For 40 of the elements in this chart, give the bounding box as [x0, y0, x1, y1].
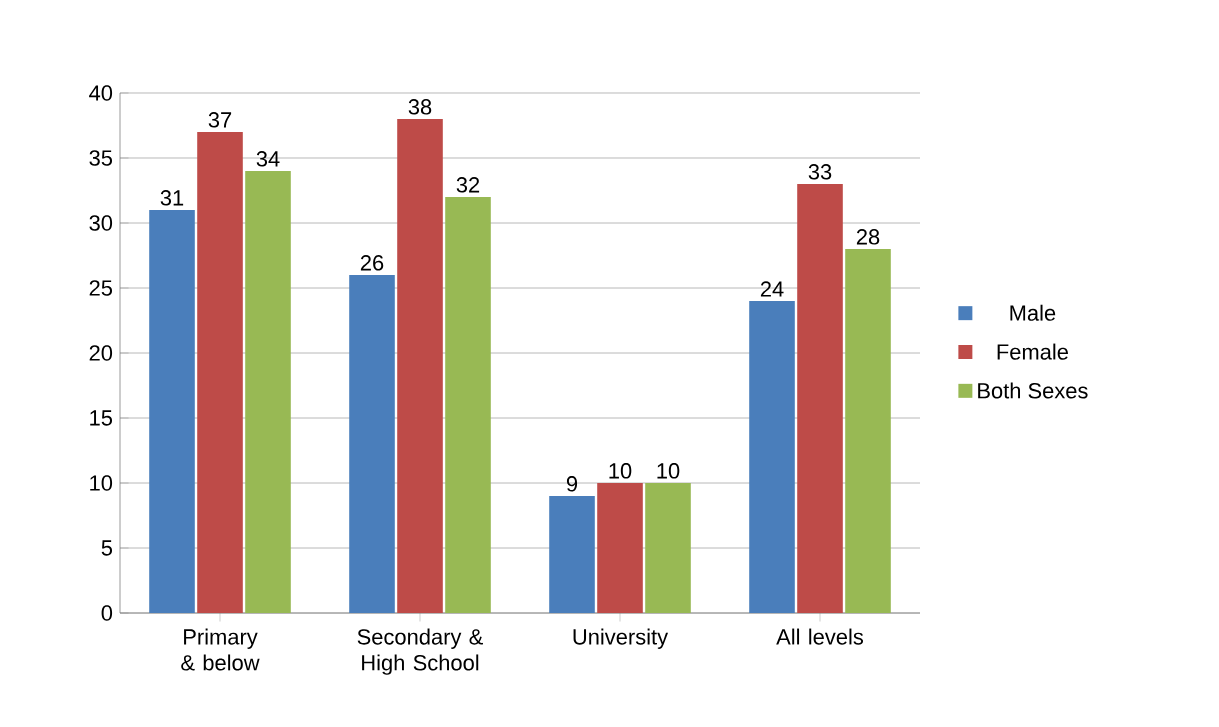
bar [149, 210, 195, 613]
bar [197, 131, 243, 613]
legend-label: Male [1010, 304, 1056, 321]
bar [845, 249, 891, 613]
data-label: 26 [360, 255, 384, 271]
bar [245, 170, 291, 613]
bar [397, 118, 443, 613]
y-tick-label: 10 [90, 475, 113, 491]
y-tick-label: 0 [101, 605, 113, 621]
x-tick-label: University [573, 628, 669, 649]
x-tick-label: Secondary & High School [357, 628, 483, 675]
data-label: 9 [566, 476, 578, 492]
data-label: 28 [856, 229, 880, 245]
data-label: 10 [657, 463, 680, 479]
bar [445, 196, 491, 613]
data-label: 37 [208, 112, 232, 128]
data-label: 38 [408, 99, 432, 115]
y-tick-label: 20 [89, 345, 113, 361]
y-tick-label: 25 [89, 280, 113, 296]
bar [645, 483, 691, 613]
y-tick-label: 15 [90, 410, 113, 426]
data-label: 33 [808, 164, 832, 180]
y-tick-label: 30 [89, 215, 113, 231]
bar [597, 483, 643, 613]
data-label: 32 [456, 177, 480, 193]
data-label: 31 [160, 190, 184, 206]
data-label: 10 [609, 463, 632, 479]
legend-label: Both Sexes [978, 382, 1088, 399]
bar [749, 301, 795, 613]
legend-label: Female [997, 343, 1068, 360]
y-tick-label: 40 [89, 85, 113, 101]
x-tick-label: All levels [776, 628, 864, 645]
x-tick-label: Primary & below [181, 628, 260, 671]
data-label: 24 [760, 281, 784, 297]
bar [549, 496, 595, 613]
y-tick-label: 35 [89, 150, 113, 166]
data-label: 34 [256, 151, 280, 167]
bar [349, 275, 395, 613]
y-tick-label: 5 [101, 540, 113, 556]
bar [797, 183, 843, 613]
